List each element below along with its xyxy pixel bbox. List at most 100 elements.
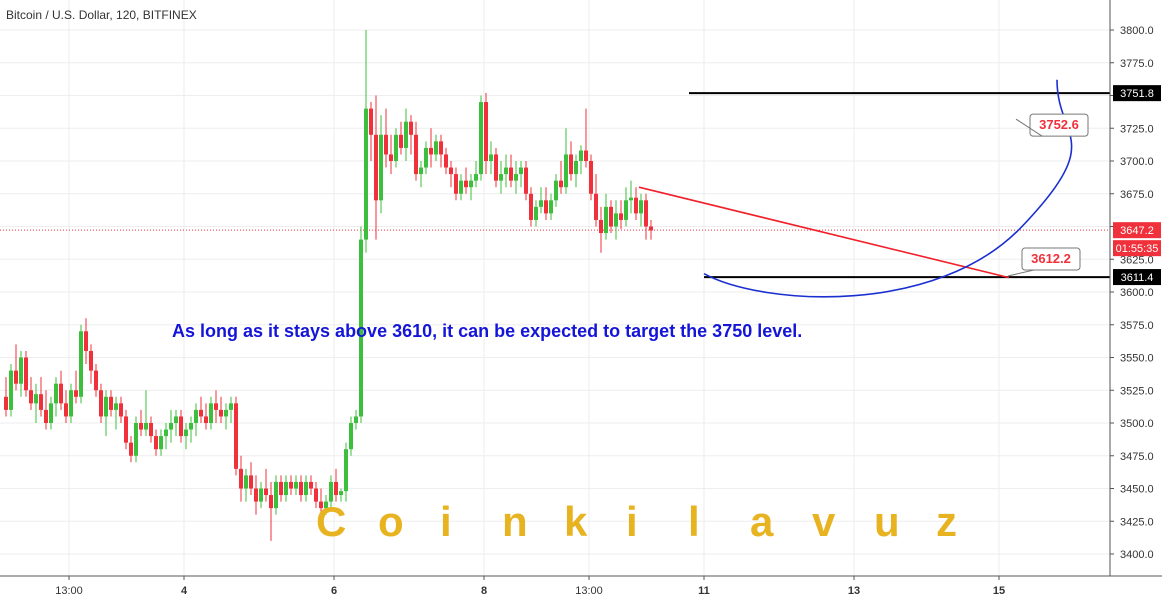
candle-body [9, 370, 13, 410]
x-tick-label: 11 [698, 585, 710, 597]
candle-body [49, 403, 53, 423]
candle-body [499, 174, 503, 181]
candle-body [589, 161, 593, 194]
candle-body [124, 416, 128, 443]
candle-body [14, 370, 18, 384]
candle-body [564, 154, 568, 188]
candle-body [384, 134, 388, 155]
y-tick-label: 3800.0 [1120, 25, 1154, 37]
watermark-letter: v [812, 498, 836, 545]
y-tick-label: 3600.0 [1120, 287, 1154, 299]
last-price-tag [1113, 222, 1161, 239]
candle-body [174, 416, 178, 423]
candle-body [229, 403, 233, 410]
candle-body [359, 239, 363, 417]
candle-body [34, 394, 38, 404]
candle-body [519, 167, 523, 175]
watermark-letter: u [874, 498, 900, 545]
watermark-letter: i [440, 498, 452, 545]
candle-body [494, 154, 498, 181]
x-tick-label: 6 [331, 585, 337, 597]
x-tick-label: 15 [993, 585, 1005, 597]
candle-body [334, 481, 338, 496]
candle-body [379, 134, 383, 201]
candle-body [394, 134, 398, 161]
candle-body [404, 121, 408, 148]
candle-body [354, 416, 358, 423]
candle-body [644, 200, 648, 227]
y-tick-label: 3575.0 [1120, 320, 1154, 332]
candle-body [199, 409, 203, 417]
y-tick-label: 3450.0 [1120, 484, 1154, 496]
candle-body [79, 331, 83, 397]
candle-body [84, 331, 88, 351]
candle-body [54, 383, 58, 404]
candle-body [269, 495, 273, 509]
candle-body [434, 141, 438, 155]
watermark-letter: i [626, 498, 638, 545]
watermark-letter: a [750, 498, 774, 545]
candle-body [574, 161, 578, 175]
watermark-letter: n [502, 498, 528, 545]
candle-body [549, 200, 553, 214]
grid [0, 0, 1110, 576]
candle-body [449, 167, 453, 175]
candle-body [264, 488, 268, 496]
candle-body [489, 154, 493, 161]
candle-body [624, 200, 628, 220]
candle-body [39, 394, 43, 410]
x-tick-label: 13 [848, 585, 860, 597]
callout-box [1029, 113, 1089, 137]
candle-body [559, 180, 563, 188]
candles [4, 30, 653, 541]
last-price-tag-text: 3647.2 [1120, 225, 1154, 237]
candle-body [534, 206, 538, 220]
drawings: 3752.6 3612.2 [638, 79, 1089, 298]
candle-body [584, 150, 588, 161]
candle-body [439, 141, 443, 155]
candle-body [429, 147, 433, 155]
candle-body [389, 154, 393, 161]
candle-body [129, 442, 133, 456]
candle-body [64, 403, 68, 417]
candle-body [344, 449, 348, 492]
x-tick-label: 4 [181, 585, 188, 597]
y-tick-label: 3725.0 [1120, 123, 1154, 135]
countdown-tag-text: 01:55:35 [1116, 243, 1159, 255]
candle-body [409, 121, 413, 135]
candle-body [99, 390, 103, 417]
price-callout: 3752.6 [1015, 113, 1089, 137]
y-tick-label: 3700.0 [1120, 156, 1154, 168]
trend-line [638, 186, 1010, 279]
candle-body [89, 350, 93, 371]
watermark-letter: k [564, 498, 588, 545]
callout-box [1021, 247, 1081, 271]
y-tick-label: 3500.0 [1120, 418, 1154, 430]
candle-body [204, 416, 208, 423]
watermark-letter: o [378, 498, 404, 545]
watermark-letter: l [688, 498, 700, 545]
callout-text: 3752.6 [1039, 117, 1079, 132]
candle-body [329, 481, 333, 502]
candle-body [544, 200, 548, 214]
candle-body [364, 108, 368, 240]
candle-body [119, 403, 123, 417]
candle-body [144, 423, 148, 430]
x-tick-label: 13:00 [575, 585, 603, 597]
y-tick-label: 3675.0 [1120, 189, 1154, 201]
candle-body [444, 154, 448, 168]
candle-body [139, 423, 143, 430]
candle-body [399, 134, 403, 148]
price-level-tag [1113, 269, 1161, 286]
y-tick-label: 3425.0 [1120, 516, 1154, 528]
candle-body [224, 409, 228, 417]
callout-pointer [1007, 269, 1035, 277]
candle-body [109, 396, 113, 410]
candle-body [304, 481, 308, 496]
candle-body [219, 409, 223, 417]
candle-body [369, 108, 373, 135]
countdown-tag [1113, 240, 1161, 257]
candle-body [419, 167, 423, 175]
candle-body [59, 383, 63, 404]
